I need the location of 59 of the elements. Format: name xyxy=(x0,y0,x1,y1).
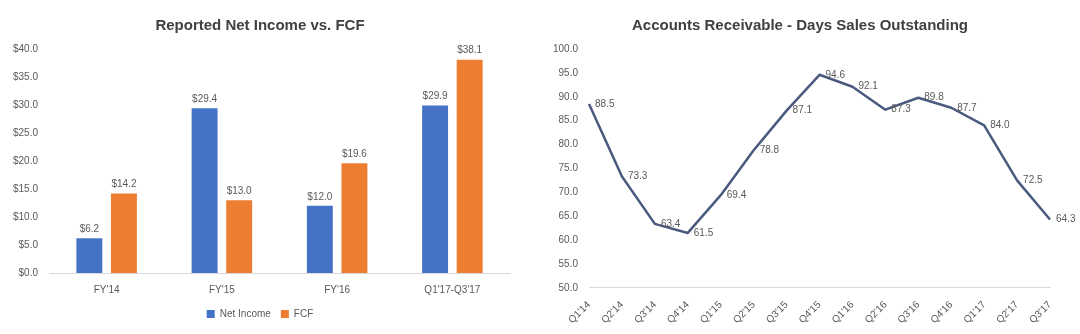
data-label: 88.5 xyxy=(595,97,615,109)
data-label: 78.8 xyxy=(759,144,780,156)
y-tick-label: 65.0 xyxy=(558,209,579,221)
data-label: $12.0 xyxy=(307,190,333,202)
data-label: 92.1 xyxy=(858,80,879,92)
data-label: 73.3 xyxy=(627,170,648,182)
y-tick-label: 90.0 xyxy=(558,90,579,102)
y-tick-label: 85.0 xyxy=(558,114,579,126)
bar xyxy=(306,205,333,273)
data-label: $19.6 xyxy=(341,147,368,159)
data-label: 61.5 xyxy=(693,226,714,238)
data-label: 89.8 xyxy=(924,91,945,103)
data-label: $38.1 xyxy=(457,44,483,56)
data-label: 63.4 xyxy=(660,217,681,229)
legend-label: Net Income xyxy=(219,307,272,319)
y-tick-label: 80.0 xyxy=(558,138,579,150)
y-tick-label: 55.0 xyxy=(558,257,579,269)
legend-label: FCF xyxy=(293,307,314,319)
bar xyxy=(422,105,449,273)
y-tick-label: $40.0 xyxy=(12,42,39,54)
x-tick-label: FY'15 xyxy=(208,283,236,295)
y-tick-label: $35.0 xyxy=(12,70,39,82)
data-label: $14.2 xyxy=(111,178,137,190)
data-label: 94.6 xyxy=(825,68,846,80)
y-tick-label: 95.0 xyxy=(558,66,579,78)
bar xyxy=(456,59,483,273)
y-tick-label: $0.0 xyxy=(18,266,39,278)
chart-title: Accounts Receivable - Days Sales Outstanding xyxy=(632,16,968,34)
data-label: 87.3 xyxy=(891,103,912,115)
y-tick-label: $10.0 xyxy=(12,210,39,222)
data-label: 64.3 xyxy=(1056,213,1076,225)
y-tick-label: $30.0 xyxy=(12,98,39,110)
y-tick-label: 75.0 xyxy=(558,162,579,174)
data-label: $6.2 xyxy=(79,223,100,235)
data-label: 72.5 xyxy=(1023,174,1043,186)
x-tick-label: Q1'17-Q3'17 xyxy=(424,283,481,295)
y-tick-label: 70.0 xyxy=(558,186,579,198)
data-label: 84.0 xyxy=(990,119,1011,131)
y-tick-label: 60.0 xyxy=(558,233,579,245)
data-label: $13.0 xyxy=(226,184,253,196)
y-tick-label: $25.0 xyxy=(12,126,39,138)
bar xyxy=(341,163,368,273)
x-tick-label: FY'16 xyxy=(324,283,351,295)
data-label: 87.7 xyxy=(957,101,978,113)
y-tick-label: $5.0 xyxy=(18,238,39,250)
data-label: 69.4 xyxy=(726,188,747,200)
chart-title: Reported Net Income vs. FCF xyxy=(155,16,365,34)
data-label: $29.9 xyxy=(422,90,449,102)
y-tick-label: 100.0 xyxy=(552,42,579,54)
y-tick-label: $15.0 xyxy=(12,182,39,194)
y-tick-label: $20.0 xyxy=(12,154,39,166)
y-tick-label: 50.0 xyxy=(558,281,579,293)
x-tick-label: FY'14 xyxy=(93,283,120,295)
bar xyxy=(110,193,137,273)
bar xyxy=(76,238,103,273)
bar xyxy=(191,108,218,273)
data-label: 87.1 xyxy=(792,104,813,116)
data-label: $29.4 xyxy=(192,93,218,105)
bar xyxy=(226,200,253,273)
